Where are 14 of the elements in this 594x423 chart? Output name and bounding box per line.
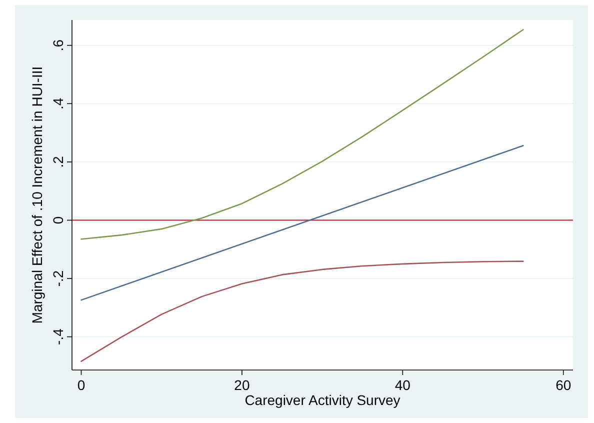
y-tick-label: .4 [50,98,66,110]
x-tick-label: 0 [77,377,86,393]
y-axis-title: Marginal Effect of .10 Increment in HUI-III [29,66,45,324]
x-tick-label: 60 [556,377,572,393]
y-tick-label: .2 [50,156,66,168]
x-tick-label: 40 [394,377,411,393]
line-series [80,28,524,240]
line-series [80,260,524,362]
y-tick-label: .6 [50,39,66,52]
x-tick-label: 20 [234,377,250,393]
y-tick-label: 0 [50,216,66,224]
y-tick-label: -.2 [50,270,66,287]
x-axis-title: Caregiver Activity Survey [244,392,400,408]
y-tick-label: -.4 [50,328,66,345]
